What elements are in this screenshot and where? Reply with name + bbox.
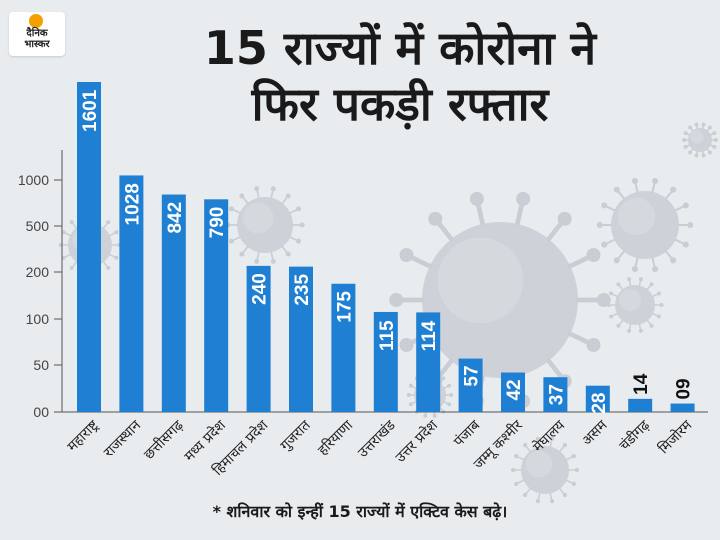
bar — [119, 175, 144, 412]
y-tick-label: 1000 — [18, 172, 49, 188]
category-label: चंडीगढ़ — [616, 416, 654, 454]
virus-icon — [596, 177, 694, 273]
data-label: 42 — [504, 379, 525, 400]
data-label: 114 — [419, 320, 440, 351]
virus-icon — [225, 186, 305, 264]
y-tick-label: 100 — [26, 311, 50, 327]
y-tick-label: 200 — [26, 264, 50, 280]
category-label: मिजोरम — [655, 416, 696, 457]
category-label: राजस्थान — [101, 417, 144, 460]
sun-icon — [29, 14, 43, 28]
bar — [331, 283, 356, 412]
bar — [204, 199, 229, 412]
page-title: 15 राज्यों में कोरोना ने फिर पकड़ी रफ्ता… — [120, 20, 680, 132]
data-label: 175 — [334, 291, 355, 323]
bar — [501, 372, 525, 412]
y-tick-label: 50 — [33, 357, 49, 373]
bar — [628, 398, 653, 412]
logo-line-2: भास्कर — [24, 39, 50, 50]
footnote: * शनिवार को इन्हीं 15 राज्यों में एक्टिव… — [212, 502, 508, 521]
data-label: 14 — [631, 373, 652, 395]
category-label: हरियाणा — [314, 417, 356, 459]
data-label: 240 — [250, 273, 271, 305]
category-label: पंजाब — [451, 417, 484, 450]
data-label: 790 — [207, 207, 228, 239]
category-label: गुजरात — [277, 417, 314, 454]
data-label: 115 — [377, 320, 398, 351]
data-label: 1601 — [80, 89, 101, 132]
logo-line-1: दैनिक — [26, 28, 48, 39]
bar — [458, 358, 483, 412]
data-label: 28 — [589, 393, 610, 414]
data-label: 09 — [674, 378, 695, 399]
data-label: 1028 — [122, 183, 143, 225]
bar — [670, 403, 695, 412]
category-label: असम — [579, 417, 611, 449]
bar — [289, 266, 313, 412]
data-label: 57 — [462, 365, 483, 386]
category-label: उत्तर प्रदेश — [392, 416, 441, 465]
bar — [585, 385, 610, 412]
virus-icon — [510, 436, 580, 504]
category-label: छत्तीसगढ़ — [140, 416, 187, 463]
title-line-1: 15 राज्यों में कोरोना ने — [203, 21, 597, 75]
bar — [373, 311, 398, 412]
data-label: 37 — [546, 384, 567, 405]
bar — [246, 265, 271, 412]
data-label: 842 — [165, 202, 186, 234]
bar — [77, 82, 101, 412]
virus-icon — [606, 277, 664, 333]
category-label: महाराष्ट्र — [64, 417, 102, 455]
bar — [543, 377, 568, 412]
data-label: 235 — [292, 273, 313, 305]
bar — [161, 194, 186, 412]
title-line-2: फिर पकड़ी रफ्तार — [251, 77, 549, 131]
bar — [416, 312, 441, 412]
y-tick-label: 00 — [33, 404, 49, 420]
dainik-bhaskar-logo: दैनिक भास्कर — [9, 12, 65, 56]
virus-icon — [682, 122, 718, 158]
y-tick-label: 500 — [26, 218, 50, 234]
category-label: मेघालय — [529, 416, 568, 455]
